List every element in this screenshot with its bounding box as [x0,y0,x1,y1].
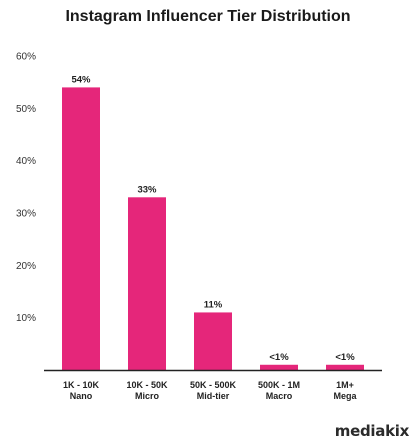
y-tick-label: 50% [16,104,36,115]
y-tick-label: 20% [16,261,36,272]
data-label: 11% [204,299,223,310]
x-tick-label: 1M+ [336,380,354,390]
y-tick-label: 40% [16,156,36,167]
x-tick-label: Mid-tier [197,391,230,401]
x-tick-label: 1K - 10K [63,380,100,390]
y-tick-label: 30% [16,209,36,220]
data-label: <1% [269,352,289,363]
x-tick-label: Micro [135,391,160,401]
data-label: 54% [71,74,91,85]
x-tick-label: Nano [70,391,93,401]
bar [128,197,166,370]
data-label: 33% [137,184,157,195]
bar [194,312,232,370]
bar [62,87,100,371]
x-tick-label: 50K - 500K [190,380,237,390]
logo-text: mediakix [335,422,410,440]
bar [326,364,364,370]
x-tick-label: Mega [333,391,357,401]
chart-title: Instagram Influencer Tier Distribution [65,8,350,25]
y-axis: 10% 20% 30% 40% 50% 60% [16,52,36,325]
bars: 54% 33% 11% <1% <1% [62,74,364,371]
y-tick-label: 10% [16,313,36,324]
mediakix-logo: mediakix [335,422,410,440]
x-tick-label: Macro [266,391,293,401]
bar [260,364,298,370]
y-tick-label: 60% [16,52,36,63]
data-label: <1% [335,352,355,363]
x-tick-label: 500K - 1M [258,380,300,390]
x-tick-label: 10K - 50K [126,380,168,390]
